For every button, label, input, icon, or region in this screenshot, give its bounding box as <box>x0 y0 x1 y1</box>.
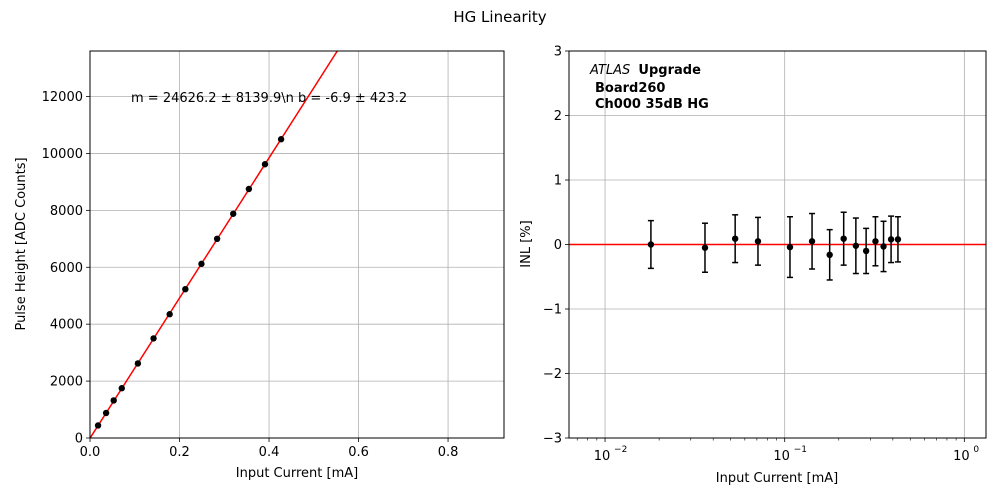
inl-data-point <box>731 235 739 242</box>
inl-data-point-group <box>754 216 762 266</box>
linearity-x-ticks: 0.0 0.2 0.4 0.6 0.8 <box>80 438 459 460</box>
inl-y-axis-label: INL [%] <box>519 220 534 267</box>
inl-data-point-group <box>647 219 655 270</box>
linearity-data-point <box>198 260 205 268</box>
inl-y-tick-label: −2 <box>543 367 562 382</box>
linearity-y-tick-label: 10000 <box>42 147 83 162</box>
inl-x-ticks: 10 −2 10 −1 10 0 <box>576 438 979 464</box>
linearity-plot-frame <box>89 50 505 439</box>
board-label: Board260 <box>595 81 665 96</box>
figure-title: HG Linearity <box>453 8 546 26</box>
linearity-y-tick-label: 6000 <box>50 261 83 276</box>
linearity-y-tick-label: 2000 <box>50 375 83 390</box>
linearity-y-ticks: 0 2000 4000 6000 8000 10000 12000 <box>42 90 90 447</box>
inl-data-point <box>852 242 860 249</box>
linear-fit-line-group <box>89 50 338 439</box>
linearity-data-point <box>277 136 285 143</box>
atlas-label: ATLAS Upgrade <box>589 63 701 78</box>
linearity-x-tick-label: 0.8 <box>438 445 459 460</box>
linearity-data-point <box>261 161 269 168</box>
linearity-x-tick-label: 0.4 <box>259 445 280 460</box>
inl-data-point <box>862 247 870 255</box>
linearity-x-tick-label: 0.2 <box>169 445 190 460</box>
linear-fit-line <box>89 50 338 439</box>
inl-data-point-group <box>887 215 895 264</box>
linearity-data-point <box>94 422 102 429</box>
inl-y-tick-label: −3 <box>543 432 562 447</box>
linearity-x-tick-label: 0.0 <box>80 445 101 460</box>
inl-data-point <box>786 243 794 251</box>
inl-data-point <box>701 244 709 251</box>
inl-data-point <box>647 241 655 248</box>
inl-y-ticks: −3 −2 −1 0 1 2 3 <box>543 45 569 447</box>
inl-x-tick-label: 10 <box>594 449 611 464</box>
linearity-y-tick-label: 4000 <box>50 318 83 333</box>
linearity-data-point <box>182 285 189 293</box>
inl-data-point-group <box>731 214 739 264</box>
inl-data-point <box>808 238 816 245</box>
inl-data-point-group <box>786 216 794 279</box>
inl-data-point <box>840 235 847 242</box>
atlas-label-bold: Upgrade <box>638 63 701 78</box>
linearity-data-point <box>134 360 142 367</box>
inl-x-axis-label: Input Current [mA] <box>716 471 838 486</box>
inl-data-point <box>826 251 833 259</box>
inl-y-tick-label: 0 <box>554 238 562 253</box>
inl-y-tick-label: 2 <box>554 109 562 124</box>
linearity-grid <box>89 51 504 439</box>
linearity-fit-annotation: m = 24626.2 ± 8139.9\n b = -6.9 ± 423.2 <box>131 91 407 106</box>
linearity-y-tick-label: 12000 <box>42 90 83 105</box>
atlas-label-italic: ATLAS <box>589 63 630 78</box>
inl-x-tick-label: 10 <box>773 449 790 464</box>
inl-data-point-group <box>840 211 847 266</box>
linearity-data-point <box>102 409 110 417</box>
inl-y-tick-label: 3 <box>554 45 562 60</box>
linearity-data-point <box>245 185 253 193</box>
channel-label: Ch000 35dB HG <box>595 97 709 112</box>
inl-data-point-group <box>701 222 709 273</box>
inl-data-point-group <box>826 228 833 281</box>
inl-data-point <box>872 238 879 245</box>
inl-x-tick-exponent: −2 <box>614 445 627 455</box>
inl-data-point-group <box>894 216 902 263</box>
linearity-data-point <box>110 397 117 404</box>
linearity-points <box>94 136 285 429</box>
linearity-panel: 0.0 0.2 0.4 0.6 0.8 0 2000 4000 6000 8000 10000 12… <box>14 50 505 481</box>
linearity-data-point <box>230 210 237 217</box>
linearity-y-tick-label: 8000 <box>50 204 83 219</box>
linearity-data-point <box>118 385 125 392</box>
inl-data-point-group <box>880 220 887 273</box>
inl-data-point <box>754 238 762 245</box>
linearity-x-tick-label: 0.6 <box>348 445 369 460</box>
inl-x-tick-exponent: 0 <box>973 445 979 455</box>
linearity-data-point <box>166 311 173 318</box>
inl-data-point-group <box>872 216 879 267</box>
inl-x-tick-label: 10 <box>953 449 970 464</box>
inl-data-point <box>880 243 887 250</box>
linearity-data-point <box>150 335 157 342</box>
linearity-data-point <box>213 235 221 243</box>
linearity-y-axis-label: Pulse Height [ADC Counts] <box>14 157 29 330</box>
inl-data-point-group <box>862 227 870 275</box>
linearity-x-axis-label: Input Current [mA] <box>236 466 358 481</box>
inl-data-point-group <box>852 217 860 275</box>
inl-points <box>647 211 902 281</box>
inl-data-point <box>894 236 902 243</box>
inl-y-tick-label: −1 <box>543 303 562 318</box>
linearity-y-tick-label: 0 <box>75 432 83 447</box>
inl-x-tick-exponent: −1 <box>794 445 807 455</box>
inl-data-point <box>887 236 895 243</box>
inl-data-point-group <box>808 212 816 270</box>
inl-y-tick-label: 1 <box>554 174 562 189</box>
